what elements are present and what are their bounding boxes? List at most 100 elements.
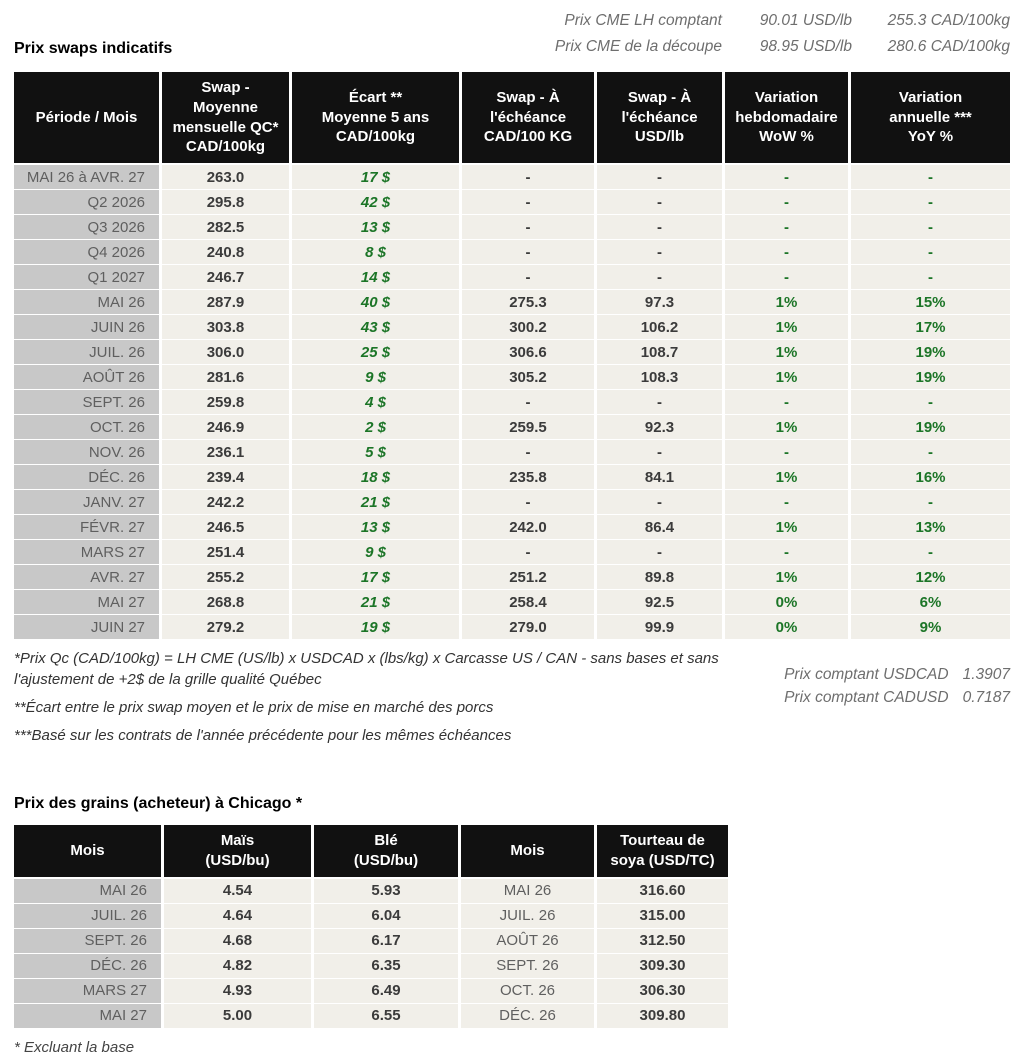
fx-label: Prix comptant CADUSD bbox=[784, 689, 949, 707]
wow-cell: 1% bbox=[725, 315, 851, 341]
swaps-table-body: MAI 26 à AVR. 27 263.0 17 $ - - - - Q2 2026 295.… bbox=[14, 165, 1010, 641]
ecart-cell: 9 $ bbox=[292, 365, 462, 391]
swap-echeance-cad-cell: - bbox=[462, 190, 597, 216]
swap-echeance-usd-cell: 108.7 bbox=[597, 340, 725, 366]
period-cell: SEPT. 26 bbox=[14, 390, 162, 416]
swap-avg-qc-cell: 251.4 bbox=[162, 540, 292, 566]
month-cell: SEPT. 26 bbox=[14, 928, 164, 954]
period-cell: JANV. 27 bbox=[14, 490, 162, 516]
swap-avg-qc-cell: 306.0 bbox=[162, 340, 292, 366]
soymeal-price-cell: 309.30 bbox=[597, 953, 728, 979]
grains-footnote: * Excluant la base bbox=[14, 1038, 135, 1056]
ecart-cell: 14 $ bbox=[292, 265, 462, 291]
fx-label: Prix comptant USDCAD bbox=[784, 666, 949, 684]
yoy-cell: 13% bbox=[851, 515, 1010, 541]
month-cell: OCT. 26 bbox=[461, 978, 597, 1004]
ecart-cell: 19 $ bbox=[292, 615, 462, 641]
table-row: JUIL. 26 306.0 25 $306.6 108.7 1% 19% bbox=[14, 340, 1010, 366]
month-cell: MAI 26 bbox=[14, 878, 164, 904]
ecart-cell: 42 $ bbox=[292, 190, 462, 216]
soymeal-price-cell: 312.50 bbox=[597, 928, 728, 954]
cme-spot-prices: Prix CME LH comptant 90.01 USD/lb 255.3 … bbox=[555, 8, 1010, 60]
corn-price-cell: 4.68 bbox=[164, 928, 314, 954]
ecart-cell: 17 $ bbox=[292, 165, 462, 191]
page-title: Prix swaps indicatifs bbox=[14, 40, 173, 57]
swap-echeance-cad-cell: 258.4 bbox=[462, 590, 597, 616]
table-row: MAI 27 5.00 6.55 DÉC. 26 309.80 bbox=[14, 1003, 728, 1029]
spot-line-lh: Prix CME LH comptant 90.01 USD/lb 255.3 … bbox=[555, 8, 1010, 34]
wheat-price-cell: 6.04 bbox=[314, 903, 461, 929]
soymeal-price-cell: 309.80 bbox=[597, 1003, 728, 1029]
yoy-cell: 19% bbox=[851, 415, 1010, 441]
yoy-cell: - bbox=[851, 215, 1010, 241]
swap-echeance-usd-cell: 92.5 bbox=[597, 590, 725, 616]
swaps-table-header-row: Période / Mois Swap - Moyenne mensuelle … bbox=[14, 72, 1010, 166]
period-cell: MAI 26 à AVR. 27 bbox=[14, 165, 162, 191]
yoy-cell: 19% bbox=[851, 340, 1010, 366]
table-row: SEPT. 26 259.8 4 $ - - - - bbox=[14, 390, 1010, 416]
table-row: Q3 2026 282.5 13 $ - - - - bbox=[14, 215, 1010, 241]
fx-line-usdcad: Prix comptant USDCAD 1.3907 bbox=[784, 663, 1010, 686]
ecart-cell: 17 $ bbox=[292, 565, 462, 591]
wow-cell: 1% bbox=[725, 465, 851, 491]
swap-avg-qc-cell: 281.6 bbox=[162, 365, 292, 391]
swap-echeance-cad-cell: 242.0 bbox=[462, 515, 597, 541]
table-row: AVR. 27 255.2 17 $251.2 89.8 1% 12% bbox=[14, 565, 1010, 591]
swap-echeance-cad-cell: 259.5 bbox=[462, 415, 597, 441]
wow-cell: 1% bbox=[725, 415, 851, 441]
swap-echeance-usd-cell: 84.1 bbox=[597, 465, 725, 491]
header-variation-wow: Variation hebdomadaire WoW % bbox=[725, 72, 851, 166]
month-cell: AOÛT 26 bbox=[461, 928, 597, 954]
yoy-cell: - bbox=[851, 265, 1010, 291]
swap-avg-qc-cell: 295.8 bbox=[162, 190, 292, 216]
wheat-price-cell: 5.93 bbox=[314, 878, 461, 904]
wow-cell: - bbox=[725, 390, 851, 416]
swap-avg-qc-cell: 246.5 bbox=[162, 515, 292, 541]
swap-avg-qc-cell: 246.7 bbox=[162, 265, 292, 291]
swap-echeance-usd-cell: - bbox=[597, 390, 725, 416]
month-cell: MAI 27 bbox=[14, 1003, 164, 1029]
table-row: AOÛT 26 281.6 9 $305.2 108.3 1% 19% bbox=[14, 365, 1010, 391]
swap-echeance-cad-cell: - bbox=[462, 540, 597, 566]
footnote-prix-qc: *Prix Qc (CAD/100kg) = LH CME (US/lb) x … bbox=[14, 650, 719, 689]
corn-price-cell: 5.00 bbox=[164, 1003, 314, 1029]
swap-echeance-cad-cell: 235.8 bbox=[462, 465, 597, 491]
yoy-cell: 16% bbox=[851, 465, 1010, 491]
soymeal-price-cell: 306.30 bbox=[597, 978, 728, 1004]
wow-cell: 1% bbox=[725, 515, 851, 541]
ecart-cell: 40 $ bbox=[292, 290, 462, 316]
swap-avg-qc-cell: 246.9 bbox=[162, 415, 292, 441]
table-row: SEPT. 26 4.68 6.17 AOÛT 26 312.50 bbox=[14, 928, 728, 954]
swap-avg-qc-cell: 279.2 bbox=[162, 615, 292, 641]
period-cell: NOV. 26 bbox=[14, 440, 162, 466]
footnote-contrats: ***Basé sur les contrats de l'année préc… bbox=[14, 727, 512, 745]
swap-echeance-usd-cell: 92.3 bbox=[597, 415, 725, 441]
table-row: MAI 26 287.9 40 $275.3 97.3 1% 15% bbox=[14, 290, 1010, 316]
ecart-cell: 5 $ bbox=[292, 440, 462, 466]
swap-echeance-usd-cell: 89.8 bbox=[597, 565, 725, 591]
swap-echeance-usd-cell: - bbox=[597, 190, 725, 216]
footnotes: *Prix Qc (CAD/100kg) = LH CME (US/lb) x … bbox=[14, 648, 738, 753]
swap-echeance-usd-cell: - bbox=[597, 165, 725, 191]
yoy-cell: - bbox=[851, 165, 1010, 191]
swap-avg-qc-cell: 303.8 bbox=[162, 315, 292, 341]
yoy-cell: - bbox=[851, 540, 1010, 566]
spot-line-label: Prix CME LH comptant bbox=[564, 12, 722, 29]
corn-price-cell: 4.82 bbox=[164, 953, 314, 979]
period-cell: Q3 2026 bbox=[14, 215, 162, 241]
grains-table-header-row: Mois Maïs (USD/bu) Blé (USD/bu) Mois Tou… bbox=[14, 825, 728, 879]
yoy-cell: - bbox=[851, 440, 1010, 466]
period-cell: JUIN 26 bbox=[14, 315, 162, 341]
header-ecart-moyenne-5ans: Écart ** Moyenne 5 ans CAD/100kg bbox=[292, 72, 462, 166]
period-cell: JUIL. 26 bbox=[14, 340, 162, 366]
wow-cell: 0% bbox=[725, 590, 851, 616]
yoy-cell: - bbox=[851, 490, 1010, 516]
table-row: DÉC. 26 4.82 6.35 SEPT. 26 309.30 bbox=[14, 953, 728, 979]
table-row: FÉVR. 27 246.5 13 $242.0 86.4 1% 13% bbox=[14, 515, 1010, 541]
swap-echeance-usd-cell: 108.3 bbox=[597, 365, 725, 391]
wheat-price-cell: 6.55 bbox=[314, 1003, 461, 1029]
swap-avg-qc-cell: 287.9 bbox=[162, 290, 292, 316]
footnotes-section: *Prix Qc (CAD/100kg) = LH CME (US/lb) x … bbox=[14, 648, 1010, 753]
header-ble: Blé (USD/bu) bbox=[314, 825, 461, 879]
